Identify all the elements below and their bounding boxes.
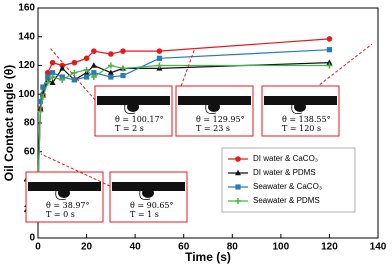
inset-angle: [205, 104, 217, 115]
marker: [44, 79, 51, 86]
marker: [91, 48, 97, 54]
inset-time: T = 120 s: [282, 124, 321, 133]
marker: [90, 62, 97, 68]
inset-surface: [112, 182, 185, 191]
marker: [120, 65, 126, 72]
marker: [91, 70, 97, 76]
inset-theta: θ = 100.17°: [115, 115, 164, 124]
annotation-arrow: [175, 47, 196, 101]
x-tick-label: 0: [35, 242, 41, 253]
marker: [235, 169, 241, 176]
inset-droplet: [58, 188, 70, 198]
legend-label: Seawater & PDMS: [253, 196, 320, 205]
inset-theta: θ = 129.95°: [196, 115, 245, 124]
inset-time: T = 23 s: [196, 124, 230, 133]
marker: [120, 72, 126, 79]
marker: [156, 48, 163, 54]
y-tick-label: 80: [24, 118, 36, 129]
inset-time: T = 0 s: [46, 210, 75, 219]
inset-angle: [55, 190, 67, 201]
marker: [49, 79, 56, 85]
marker: [108, 51, 114, 57]
x-tick-label: 120: [321, 242, 338, 253]
inset-angle: [124, 104, 136, 115]
marker: [71, 77, 78, 83]
marker: [235, 156, 241, 162]
y-tick-label: 160: [18, 3, 35, 14]
annotation-arrow: [49, 47, 96, 101]
marker: [326, 59, 333, 65]
marker: [59, 76, 66, 83]
marker: [326, 36, 333, 42]
x-tick-label: 40: [130, 242, 142, 253]
x-tick-label: 80: [227, 242, 239, 253]
inset-surface: [97, 96, 170, 105]
y-tick-label: 140: [18, 31, 35, 42]
x-tick-label: 20: [81, 242, 93, 253]
legend-label: Seawater & CaCO₃: [253, 182, 322, 191]
marker: [156, 55, 163, 61]
marker: [326, 62, 333, 69]
x-tick-label: 100: [273, 242, 290, 253]
inset-time: T = 1 s: [130, 210, 159, 219]
inset-surface: [28, 182, 101, 191]
marker: [107, 69, 114, 75]
y-tick-label: 60: [24, 146, 36, 157]
x-tick-label: 60: [178, 242, 190, 253]
marker: [326, 47, 333, 53]
y-tick-label: 120: [18, 60, 35, 71]
inset-theta: θ = 138.55°: [282, 115, 331, 124]
inset-theta: θ = 38.97°: [46, 201, 90, 210]
y-tick-label: 100: [18, 89, 35, 100]
x-axis-label: Time (s): [185, 250, 231, 264]
inset-surface: [264, 96, 337, 105]
inset-time: T = 2 s: [115, 124, 144, 133]
marker: [71, 69, 78, 76]
marker: [49, 59, 56, 66]
marker: [90, 74, 97, 80]
marker: [120, 48, 126, 54]
marker: [37, 98, 44, 105]
marker: [49, 70, 56, 76]
y-axis-label: Oil Contact angle (θ): [2, 65, 16, 182]
marker: [107, 62, 114, 69]
marker: [40, 84, 46, 90]
inset-droplet: [142, 188, 154, 198]
marker: [235, 198, 241, 204]
marker: [83, 55, 90, 62]
legend-label: DI water & CaCO₃: [253, 154, 318, 163]
inset-surface: [178, 96, 251, 105]
inset-angle: [139, 190, 151, 201]
y-tick-label: 0: [29, 233, 35, 244]
inset-droplet: [208, 102, 220, 112]
marker: [45, 74, 51, 80]
marker: [235, 184, 241, 190]
marker: [83, 66, 90, 73]
annotation-arrow: [40, 153, 111, 187]
marker: [59, 65, 66, 71]
inset-droplet: [127, 102, 139, 112]
inset-droplet: [294, 102, 306, 112]
marker: [156, 62, 163, 69]
marker: [83, 74, 90, 80]
marker: [49, 74, 56, 80]
marker: [37, 108, 44, 115]
marker: [108, 74, 114, 80]
marker: [71, 59, 78, 66]
marker: [44, 69, 51, 76]
inset-angle: [291, 104, 303, 115]
legend-label: DI water & PDMS: [253, 168, 316, 177]
x-tick-label: 140: [370, 242, 387, 253]
marker: [39, 94, 46, 101]
inset-theta: θ = 90.65°: [130, 201, 174, 210]
